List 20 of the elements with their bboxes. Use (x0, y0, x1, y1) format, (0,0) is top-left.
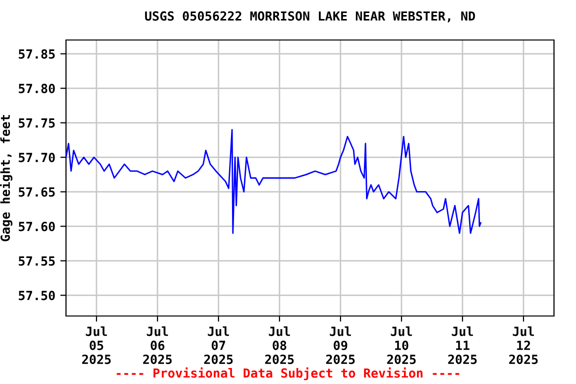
y-tick-label: 57.50 (18, 290, 55, 300)
x-tick-label: Jul 09 2025 (326, 326, 355, 364)
y-tick-label: 57.85 (18, 49, 55, 59)
x-tick-label: Jul 08 2025 (265, 326, 294, 364)
y-tick-label: 57.75 (18, 118, 55, 128)
y-tick-label: 57.70 (18, 152, 55, 162)
y-tick-label: 57.80 (18, 84, 55, 94)
x-tick-label: Jul 11 2025 (448, 326, 477, 364)
y-axis-title: Gage height, feet (0, 115, 12, 242)
y-tick-label: 57.55 (18, 256, 55, 266)
text: ---- Provisional Data Subject to Revision ---- (116, 367, 460, 380)
line-series (66, 129, 482, 234)
x-tick-label: Jul 12 2025 (509, 326, 538, 364)
x-tick-label: Jul 10 2025 (387, 326, 416, 364)
x-tick-label: Jul 06 2025 (143, 326, 172, 364)
x-tick-label: Jul 07 2025 (204, 326, 233, 364)
chart-title: USGS 05056222 MORRISON LAKE NEAR WEBSTER, ND (145, 11, 476, 22)
y-tick-label: 57.65 (18, 187, 55, 197)
x-tick-label: Jul 05 2025 (82, 326, 111, 364)
y-tick-label: 57.60 (18, 222, 55, 232)
